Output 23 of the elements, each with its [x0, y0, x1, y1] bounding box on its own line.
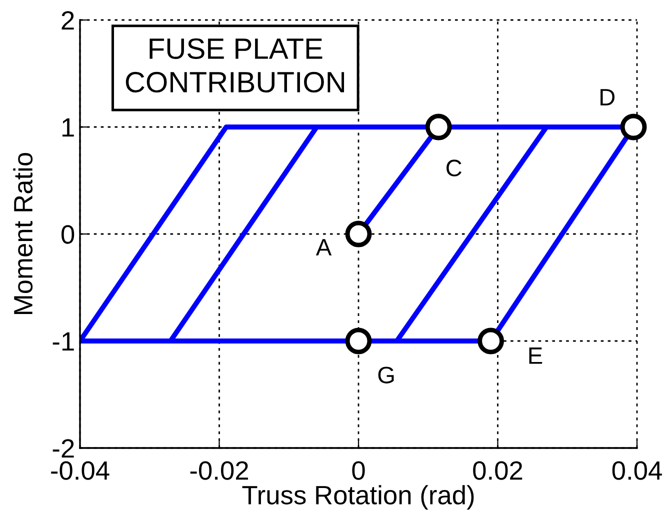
- point: [478, 328, 504, 354]
- y-tick-label: 2: [62, 11, 74, 30]
- point: [345, 220, 372, 248]
- point: [425, 114, 452, 140]
- point: [620, 114, 647, 140]
- annotation: G: [378, 366, 394, 384]
- point: [345, 328, 372, 354]
- x-tick-label: 0.02: [473, 461, 522, 480]
- annotation: A: [316, 239, 332, 256]
- y-tick-label: -1: [52, 332, 74, 351]
- y-tick-label: 0: [61, 225, 74, 244]
- x-axis-title: Truss Rotation (rad): [242, 485, 474, 510]
- x-tick-label: -0.04: [51, 461, 110, 480]
- x-tick-label: 0.04: [612, 461, 662, 480]
- annotation: C: [446, 160, 462, 176]
- x-tick-label: 0: [352, 461, 365, 480]
- annotation: E: [529, 348, 542, 364]
- y-tick-label: -2: [52, 439, 74, 458]
- x-tick-label: -0.02: [190, 461, 248, 480]
- y-tick-label: 1: [62, 118, 74, 137]
- annotation: D: [600, 89, 615, 106]
- y-axis-title: Moment Ratio: [13, 152, 33, 314]
- annotation: FUSE PLATE CONTRIBUTION: [126, 38, 344, 93]
